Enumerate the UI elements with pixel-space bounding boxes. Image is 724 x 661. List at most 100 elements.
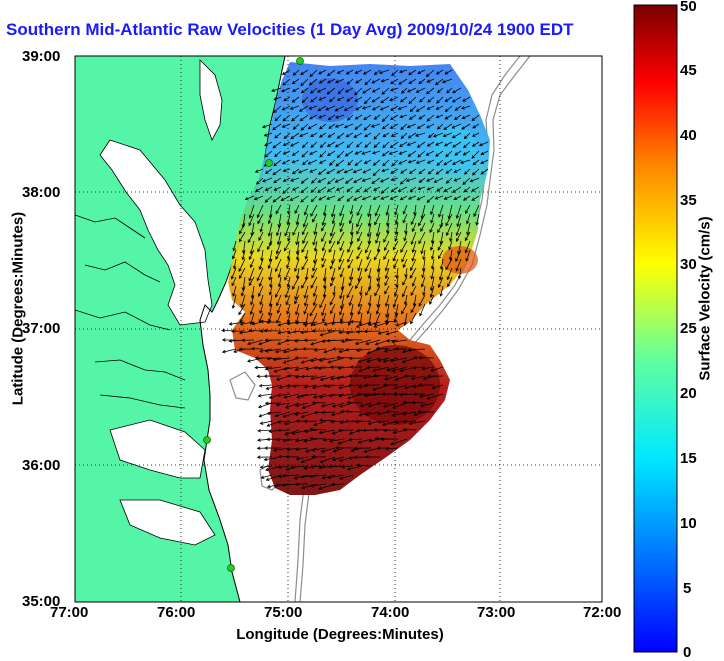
velocity-arrow xyxy=(312,294,318,307)
velocity-arrow xyxy=(248,276,255,287)
velocity-arrow xyxy=(408,96,417,105)
velocity-arrow xyxy=(291,78,300,85)
velocity-arrow xyxy=(456,231,462,242)
velocity-arrow xyxy=(258,276,264,288)
velocity-arrow xyxy=(282,114,291,122)
velocity-arrow xyxy=(274,285,282,298)
river-line xyxy=(84,261,161,283)
velocity-arrow xyxy=(465,249,471,262)
velocity-arrow xyxy=(319,141,327,148)
velocity-arrow xyxy=(273,105,282,114)
velocity-arrow xyxy=(357,303,363,315)
velocity-arrow xyxy=(303,294,309,307)
velocity-arrow xyxy=(275,249,282,260)
y-tick-label: 37:00 xyxy=(22,320,61,337)
velocity-arrow xyxy=(460,159,471,164)
velocity-arrow xyxy=(390,438,408,446)
velocity-arrow xyxy=(309,69,318,78)
velocity-arrow xyxy=(330,411,345,417)
velocity-arrow xyxy=(281,123,291,128)
velocity-arrow xyxy=(254,186,264,192)
river-line xyxy=(99,394,186,409)
velocity-arrow xyxy=(263,132,273,137)
velocity-arrow xyxy=(268,303,273,317)
velocity-arrow xyxy=(259,294,264,306)
velocity-arrow xyxy=(418,355,435,360)
velocity-arrow xyxy=(435,69,444,75)
velocity-arrow xyxy=(379,177,390,183)
velocity-arrow xyxy=(355,105,363,111)
velocity-arrow xyxy=(330,267,336,282)
velocity-arrow xyxy=(274,114,282,122)
velocity-arrow xyxy=(389,141,399,149)
velocity-arrow xyxy=(265,474,282,481)
velocity-arrow xyxy=(384,267,390,280)
velocity-arrow xyxy=(430,249,435,260)
velocity-arrow xyxy=(327,357,345,364)
velocity-arrow xyxy=(287,231,291,242)
velocity-arrow xyxy=(280,195,291,201)
velocity-arrow xyxy=(354,69,363,74)
velocity-arrow xyxy=(347,249,354,263)
velocity-arrow xyxy=(363,96,372,105)
velocity-arrow xyxy=(472,123,480,129)
velocity-arrow xyxy=(412,365,426,370)
velocity-arrow xyxy=(408,420,426,426)
velocity-arrow xyxy=(295,303,300,316)
velocity-arrow xyxy=(331,402,345,408)
velocity-arrow xyxy=(318,123,327,130)
velocity-arrow xyxy=(256,455,273,459)
velocity-arrow xyxy=(381,87,390,95)
velocity-arrow xyxy=(276,303,282,314)
velocity-arrow xyxy=(268,285,273,296)
velocity-arrow xyxy=(259,420,273,425)
velocity-arrow xyxy=(393,384,408,390)
velocity-arrow xyxy=(307,123,318,130)
velocity-arrow xyxy=(418,294,426,307)
velocity-arrow xyxy=(373,114,381,120)
velocity-arrow xyxy=(238,347,255,351)
velocity-arrow xyxy=(294,321,309,325)
colorbar-tick: 10 xyxy=(680,515,697,532)
velocity-arrow xyxy=(375,231,381,244)
velocity-arrow xyxy=(409,105,417,113)
velocity-arrow xyxy=(428,132,435,139)
velocity-arrow xyxy=(349,365,363,369)
velocity-arrow xyxy=(231,276,237,287)
velocity-arrow xyxy=(264,150,273,158)
velocity-arrow xyxy=(345,132,354,138)
velocity-arrow xyxy=(408,114,417,120)
velocity-arrow xyxy=(335,186,345,191)
velocity-arrow xyxy=(480,159,489,164)
velocity-arrow xyxy=(403,294,408,306)
velocity-arrow xyxy=(411,240,417,253)
velocity-arrow xyxy=(451,123,462,129)
velocity-arrow xyxy=(419,303,426,317)
velocity-arrow xyxy=(316,87,327,93)
velocity-arrow xyxy=(291,186,300,191)
velocity-arrow xyxy=(248,249,255,261)
velocity-arrow xyxy=(295,456,309,461)
velocity-arrow xyxy=(317,168,327,175)
velocity-arrow xyxy=(294,356,308,360)
velocity-arrow xyxy=(294,294,300,305)
velocity-arrow xyxy=(230,267,237,280)
velocity-arrow xyxy=(380,96,390,104)
velocity-arrow xyxy=(305,447,318,453)
velocity-arrow xyxy=(326,141,336,147)
velocity-arrow xyxy=(471,168,480,176)
velocity-arrow xyxy=(273,96,282,101)
velocity-arrow xyxy=(258,258,264,271)
velocity-arrow xyxy=(366,249,372,261)
velocity-arrow xyxy=(264,168,273,174)
velocity-arrow xyxy=(285,294,291,306)
velocity-arrow xyxy=(272,168,282,176)
velocity-arrow xyxy=(430,258,435,270)
velocity-arrow xyxy=(402,276,408,286)
velocity-arrow xyxy=(401,303,408,315)
velocity-arrow xyxy=(312,213,318,223)
velocity-arrow xyxy=(282,411,300,418)
velocity-arrow xyxy=(389,96,399,102)
velocity-arrow xyxy=(283,393,300,399)
